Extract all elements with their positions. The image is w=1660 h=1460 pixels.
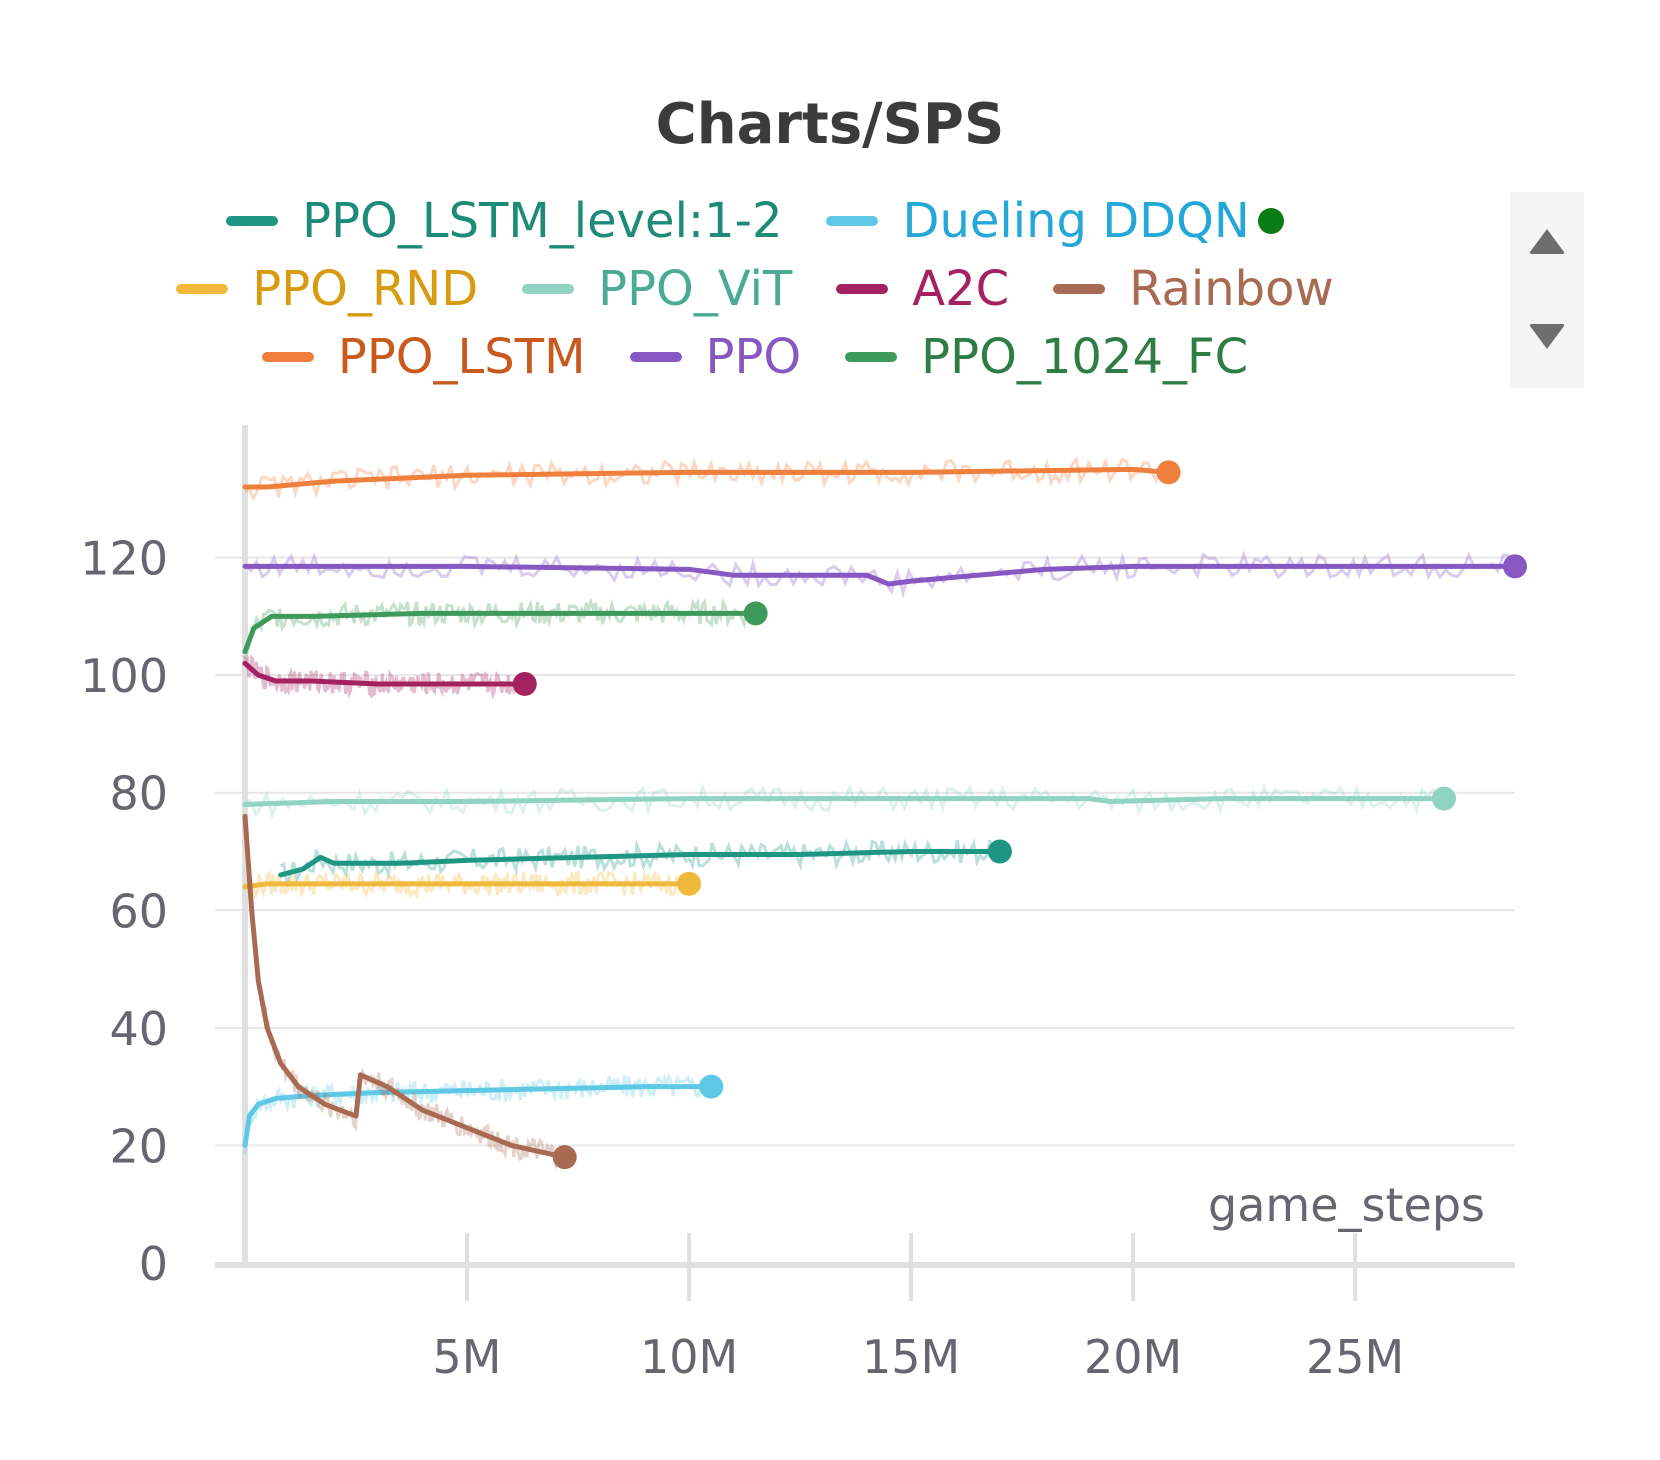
legend-swatch (176, 283, 229, 294)
series-raw-band (243, 550, 1517, 599)
series-end-marker (699, 1074, 724, 1099)
legend-label: PPO_RND (252, 260, 479, 317)
y-tick-label: 120 (80, 532, 168, 586)
legend-swatch (261, 351, 314, 362)
legend-row: PPO_LSTM PPO PPO_1024_FC (0, 324, 1510, 385)
legend-label: Rainbow (1129, 260, 1334, 317)
scroll-up-icon[interactable] (1527, 226, 1567, 256)
y-tick-label: 80 (109, 767, 168, 821)
series-line (242, 660, 528, 687)
legend-item[interactable]: Dueling DDQN (826, 190, 1284, 249)
y-tick-label: 40 (109, 1002, 168, 1056)
legend-label: Dueling DDQN (902, 192, 1250, 249)
scroll-down-icon[interactable] (1527, 322, 1567, 352)
series-end-marker (1503, 554, 1527, 579)
series-line (278, 849, 1003, 878)
x-tick-label: 15M (862, 1330, 960, 1384)
series-end-marker (743, 601, 768, 626)
legend-item[interactable]: PPO (629, 326, 802, 385)
legend-label: PPO_1024_FC (921, 328, 1249, 385)
legend-row: PPO_LSTM_level:1-2 Dueling DDQN (0, 188, 1510, 249)
legend-label: PPO_LSTM (337, 328, 586, 385)
legend-swatch (226, 215, 279, 226)
legend-swatch (1053, 283, 1106, 294)
series-end-marker (677, 871, 702, 896)
x-tick-label: 20M (1084, 1330, 1182, 1384)
x-tick-label: 5M (433, 1330, 502, 1384)
series-end-marker (1431, 786, 1456, 811)
legend-item[interactable]: PPO_1024_FC (845, 326, 1248, 385)
status-dot-icon (1257, 207, 1284, 234)
y-tick-label: 0 (139, 1237, 168, 1291)
y-tick-label: 100 (80, 649, 168, 703)
y-tick-label: 60 (109, 884, 168, 938)
legend-scroll-controls (1510, 192, 1584, 388)
legend-swatch (836, 283, 889, 294)
series-end-marker (512, 671, 537, 696)
x-axis-label: game_steps (1208, 1178, 1485, 1232)
legend-label: PPO (705, 328, 802, 385)
legend-label: A2C (912, 260, 1010, 317)
series-end-marker (987, 839, 1012, 864)
legend-swatch (845, 351, 898, 362)
legend-item[interactable]: Rainbow (1053, 258, 1334, 317)
series-line (242, 466, 1172, 490)
series-end-marker (1156, 460, 1181, 485)
series-raw-band (243, 597, 757, 658)
legend-row: PPO_RND PPO_ViT A2C Rainbow (0, 256, 1510, 317)
series-line (242, 813, 568, 1160)
y-tick-label: 20 (109, 1119, 168, 1173)
series-line (242, 796, 1447, 807)
legend-label: PPO_LSTM_level:1-2 (302, 192, 783, 249)
legend-item[interactable]: PPO_ViT (522, 258, 792, 317)
x-tick-label: 10M (640, 1330, 738, 1384)
legend-item[interactable]: PPO_LSTM (261, 326, 586, 385)
series-line (242, 610, 759, 655)
legend-item[interactable]: A2C (836, 258, 1009, 317)
legend-item[interactable]: PPO_LSTM_level:1-2 (226, 190, 782, 249)
series-line (242, 881, 692, 890)
legend-swatch (522, 283, 575, 294)
chart-title: Charts/SPS (655, 92, 1005, 157)
series-end-marker (552, 1145, 577, 1170)
series-line (242, 563, 1518, 587)
legend-item[interactable]: PPO_RND (176, 258, 478, 317)
x-tick-label: 25M (1306, 1330, 1404, 1384)
legend-swatch (629, 351, 682, 362)
legend-label: PPO_ViT (598, 260, 793, 317)
legend-swatch (826, 215, 879, 226)
